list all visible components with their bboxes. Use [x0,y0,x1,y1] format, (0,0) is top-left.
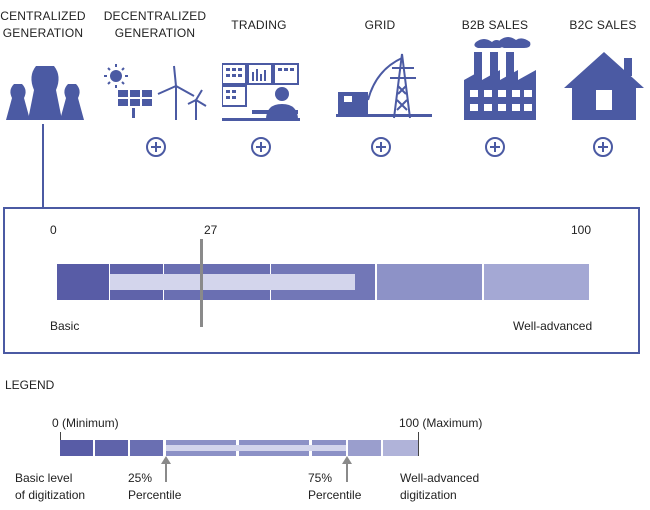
connector-line [42,124,44,208]
legend-bar [60,440,418,456]
legend-advanced-label: Well-advanced digitization [400,471,480,502]
p75-arrow-icon [342,456,352,482]
power-plant-icon [6,66,84,120]
transmission-tower-icon [336,53,432,119]
maturity-bar [57,264,589,300]
legend-p75-label: 75% Percentile [308,471,362,502]
legend-segment [348,440,381,456]
category-label-decentralized: DECENTRALIZED GENERATION [103,9,207,40]
legend-segment [60,440,93,456]
expand-trading-button[interactable] [251,137,271,157]
category-label-trading: TRADING [231,18,287,32]
solar-wind-icon [104,64,207,120]
bar-segment [484,264,589,300]
scale-max-label: 100 [571,223,592,237]
scale-marker-label: 27 [204,223,218,237]
house-icon [564,52,644,120]
legend-title: LEGEND [5,378,55,392]
bar-segment [57,264,109,300]
legend-max-tick [418,432,419,456]
p25-arrow-icon [161,456,171,482]
maturity-panel: 0 27 100 Basic Well-advanced [3,207,640,354]
trader-icon [222,63,300,121]
legend-min-label: 0 (Minimum) [52,416,119,430]
expand-b2b-button[interactable] [485,137,505,157]
expand-grid-button[interactable] [371,137,391,157]
scale-advanced-label: Well-advanced [513,319,593,333]
legend-max-label: 100 (Maximum) [399,416,483,430]
category-label-b2c: B2C SALES [569,18,637,32]
legend-segment [95,440,128,456]
legend-segment [130,440,163,456]
legend-p25-label: 25% Percentile [128,471,182,502]
factory-icon [464,37,536,120]
category-label-b2b: B2B SALES [461,18,529,32]
bar-segment [377,264,482,300]
scale-basic-label: Basic [50,319,80,333]
category-label-grid: GRID [364,18,396,32]
legend-basic-label: Basic level of digitization [15,471,86,502]
legend-segment [383,440,418,456]
interquartile-range-band [110,274,355,290]
expand-decentralized-button[interactable] [146,137,166,157]
scale-min-label: 0 [50,223,57,237]
category-label-centralized: CENTRALIZED GENERATION [0,9,86,40]
expand-b2c-button[interactable] [593,137,613,157]
legend-range-band [166,445,346,451]
company-score-marker [199,239,203,327]
